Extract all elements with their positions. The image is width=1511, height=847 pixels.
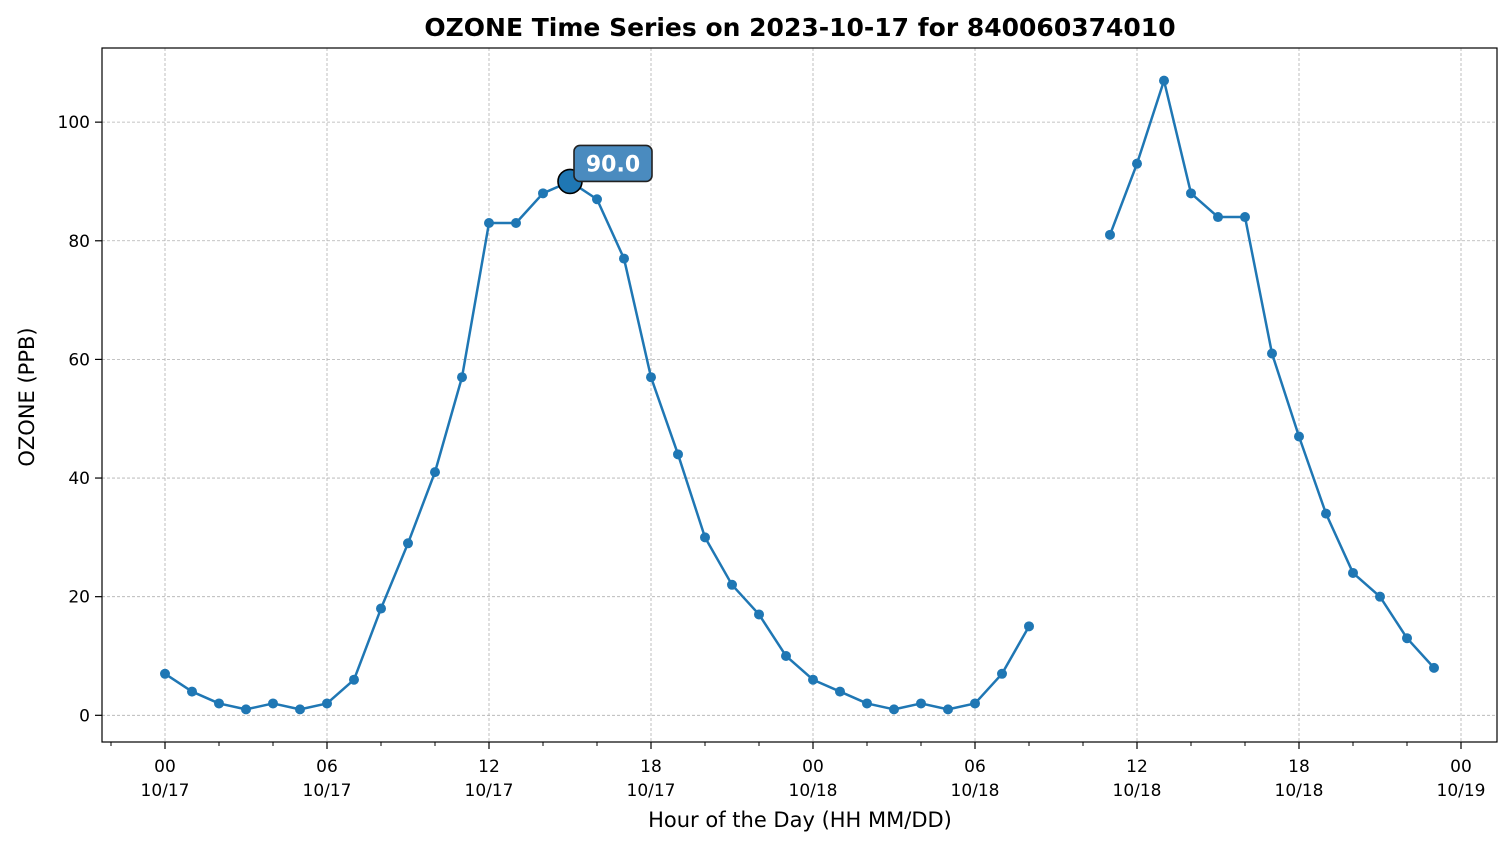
x-tick-label-hour: 12 xyxy=(478,757,500,777)
data-point xyxy=(268,698,278,709)
y-axis-label: OZONE (PPB) xyxy=(15,327,39,466)
plot-frame xyxy=(101,47,1498,743)
x-axis-label: Hour of the Day (HH MM/DD) xyxy=(648,808,952,832)
x-tick-label-date: 10/18 xyxy=(1113,781,1162,801)
data-point xyxy=(322,698,332,709)
data-point xyxy=(1294,431,1304,442)
x-tick-label-date: 10/17 xyxy=(627,781,676,801)
data-point xyxy=(160,668,170,679)
data-point xyxy=(376,603,386,614)
data-point xyxy=(1213,212,1223,223)
data-point xyxy=(1375,591,1385,602)
data-point xyxy=(862,698,872,709)
data-point xyxy=(1024,621,1034,632)
data-point xyxy=(1159,75,1169,86)
series-line xyxy=(164,180,1031,711)
data-point xyxy=(646,372,656,383)
data-point xyxy=(484,217,494,228)
data-point xyxy=(970,698,980,709)
data-point xyxy=(1240,212,1250,223)
data-point xyxy=(700,532,710,543)
data-point xyxy=(349,674,359,685)
x-tick-label-date: 10/17 xyxy=(141,781,190,801)
data-point xyxy=(781,650,791,661)
series-line xyxy=(1108,79,1435,669)
data-point xyxy=(835,686,845,697)
data-point xyxy=(943,704,953,715)
data-point xyxy=(1186,188,1196,199)
data-point xyxy=(187,686,197,697)
x-tick-label-hour: 00 xyxy=(154,757,176,777)
data-point xyxy=(916,698,926,709)
data-point xyxy=(889,704,899,715)
x-tick-label-date: 10/18 xyxy=(951,781,1000,801)
x-tick-label-hour: 12 xyxy=(1126,757,1148,777)
x-tick-label-hour: 00 xyxy=(1450,757,1472,777)
y-tick-label: 20 xyxy=(68,588,90,608)
data-point xyxy=(295,704,305,715)
data-point xyxy=(1348,567,1358,578)
x-tick-label-date: 10/18 xyxy=(1275,781,1324,801)
data-point xyxy=(808,674,818,685)
data-point xyxy=(619,253,629,264)
x-tick-label-date: 10/19 xyxy=(1437,781,1486,801)
data-point xyxy=(1321,508,1331,519)
data-point xyxy=(430,467,440,478)
annotation-box xyxy=(573,144,653,183)
x-tick-label-date: 10/18 xyxy=(789,781,838,801)
data-point xyxy=(403,538,413,549)
chart-title: OZONE Time Series on 2023-10-17 for 8400… xyxy=(424,13,1175,42)
data-point xyxy=(1402,633,1412,644)
y-tick-label: 60 xyxy=(68,350,90,370)
data-point xyxy=(538,188,548,199)
x-tick-label-date: 10/17 xyxy=(303,781,352,801)
data-point xyxy=(727,579,737,590)
data-point xyxy=(754,609,764,620)
x-tick-label-hour: 06 xyxy=(964,757,986,777)
y-tick-label: 0 xyxy=(79,706,90,726)
data-point xyxy=(592,194,602,205)
x-tick-label-hour: 18 xyxy=(1288,757,1310,777)
y-tick-label: 40 xyxy=(68,469,90,489)
data-point xyxy=(1132,158,1142,169)
data-point xyxy=(1267,348,1277,359)
data-point xyxy=(997,668,1007,679)
grid xyxy=(102,48,1497,742)
series-layer xyxy=(160,75,1439,715)
y-tick-label: 80 xyxy=(68,232,90,252)
y-tick-label: 100 xyxy=(58,113,90,133)
x-tick-label-hour: 18 xyxy=(640,757,662,777)
y-ticks: 0 20 40 60 80 100 xyxy=(58,113,102,726)
annotation-label: 90.0 xyxy=(586,152,640,177)
data-point xyxy=(241,704,251,715)
data-point xyxy=(214,698,224,709)
x-tick-label-hour: 00 xyxy=(802,757,824,777)
x-tick-label-date: 10/17 xyxy=(465,781,514,801)
annotation-layer: 90.0 xyxy=(557,144,653,195)
x-ticks: 00 10/17 06 10/17 12 10/17 18 10/17 00 10/18 06 10/… xyxy=(110,742,1486,801)
data-point xyxy=(457,372,467,383)
data-point xyxy=(511,217,521,228)
data-point xyxy=(1105,229,1115,240)
x-tick-label-hour: 06 xyxy=(316,757,338,777)
data-point xyxy=(673,449,683,460)
data-point xyxy=(1429,662,1439,673)
